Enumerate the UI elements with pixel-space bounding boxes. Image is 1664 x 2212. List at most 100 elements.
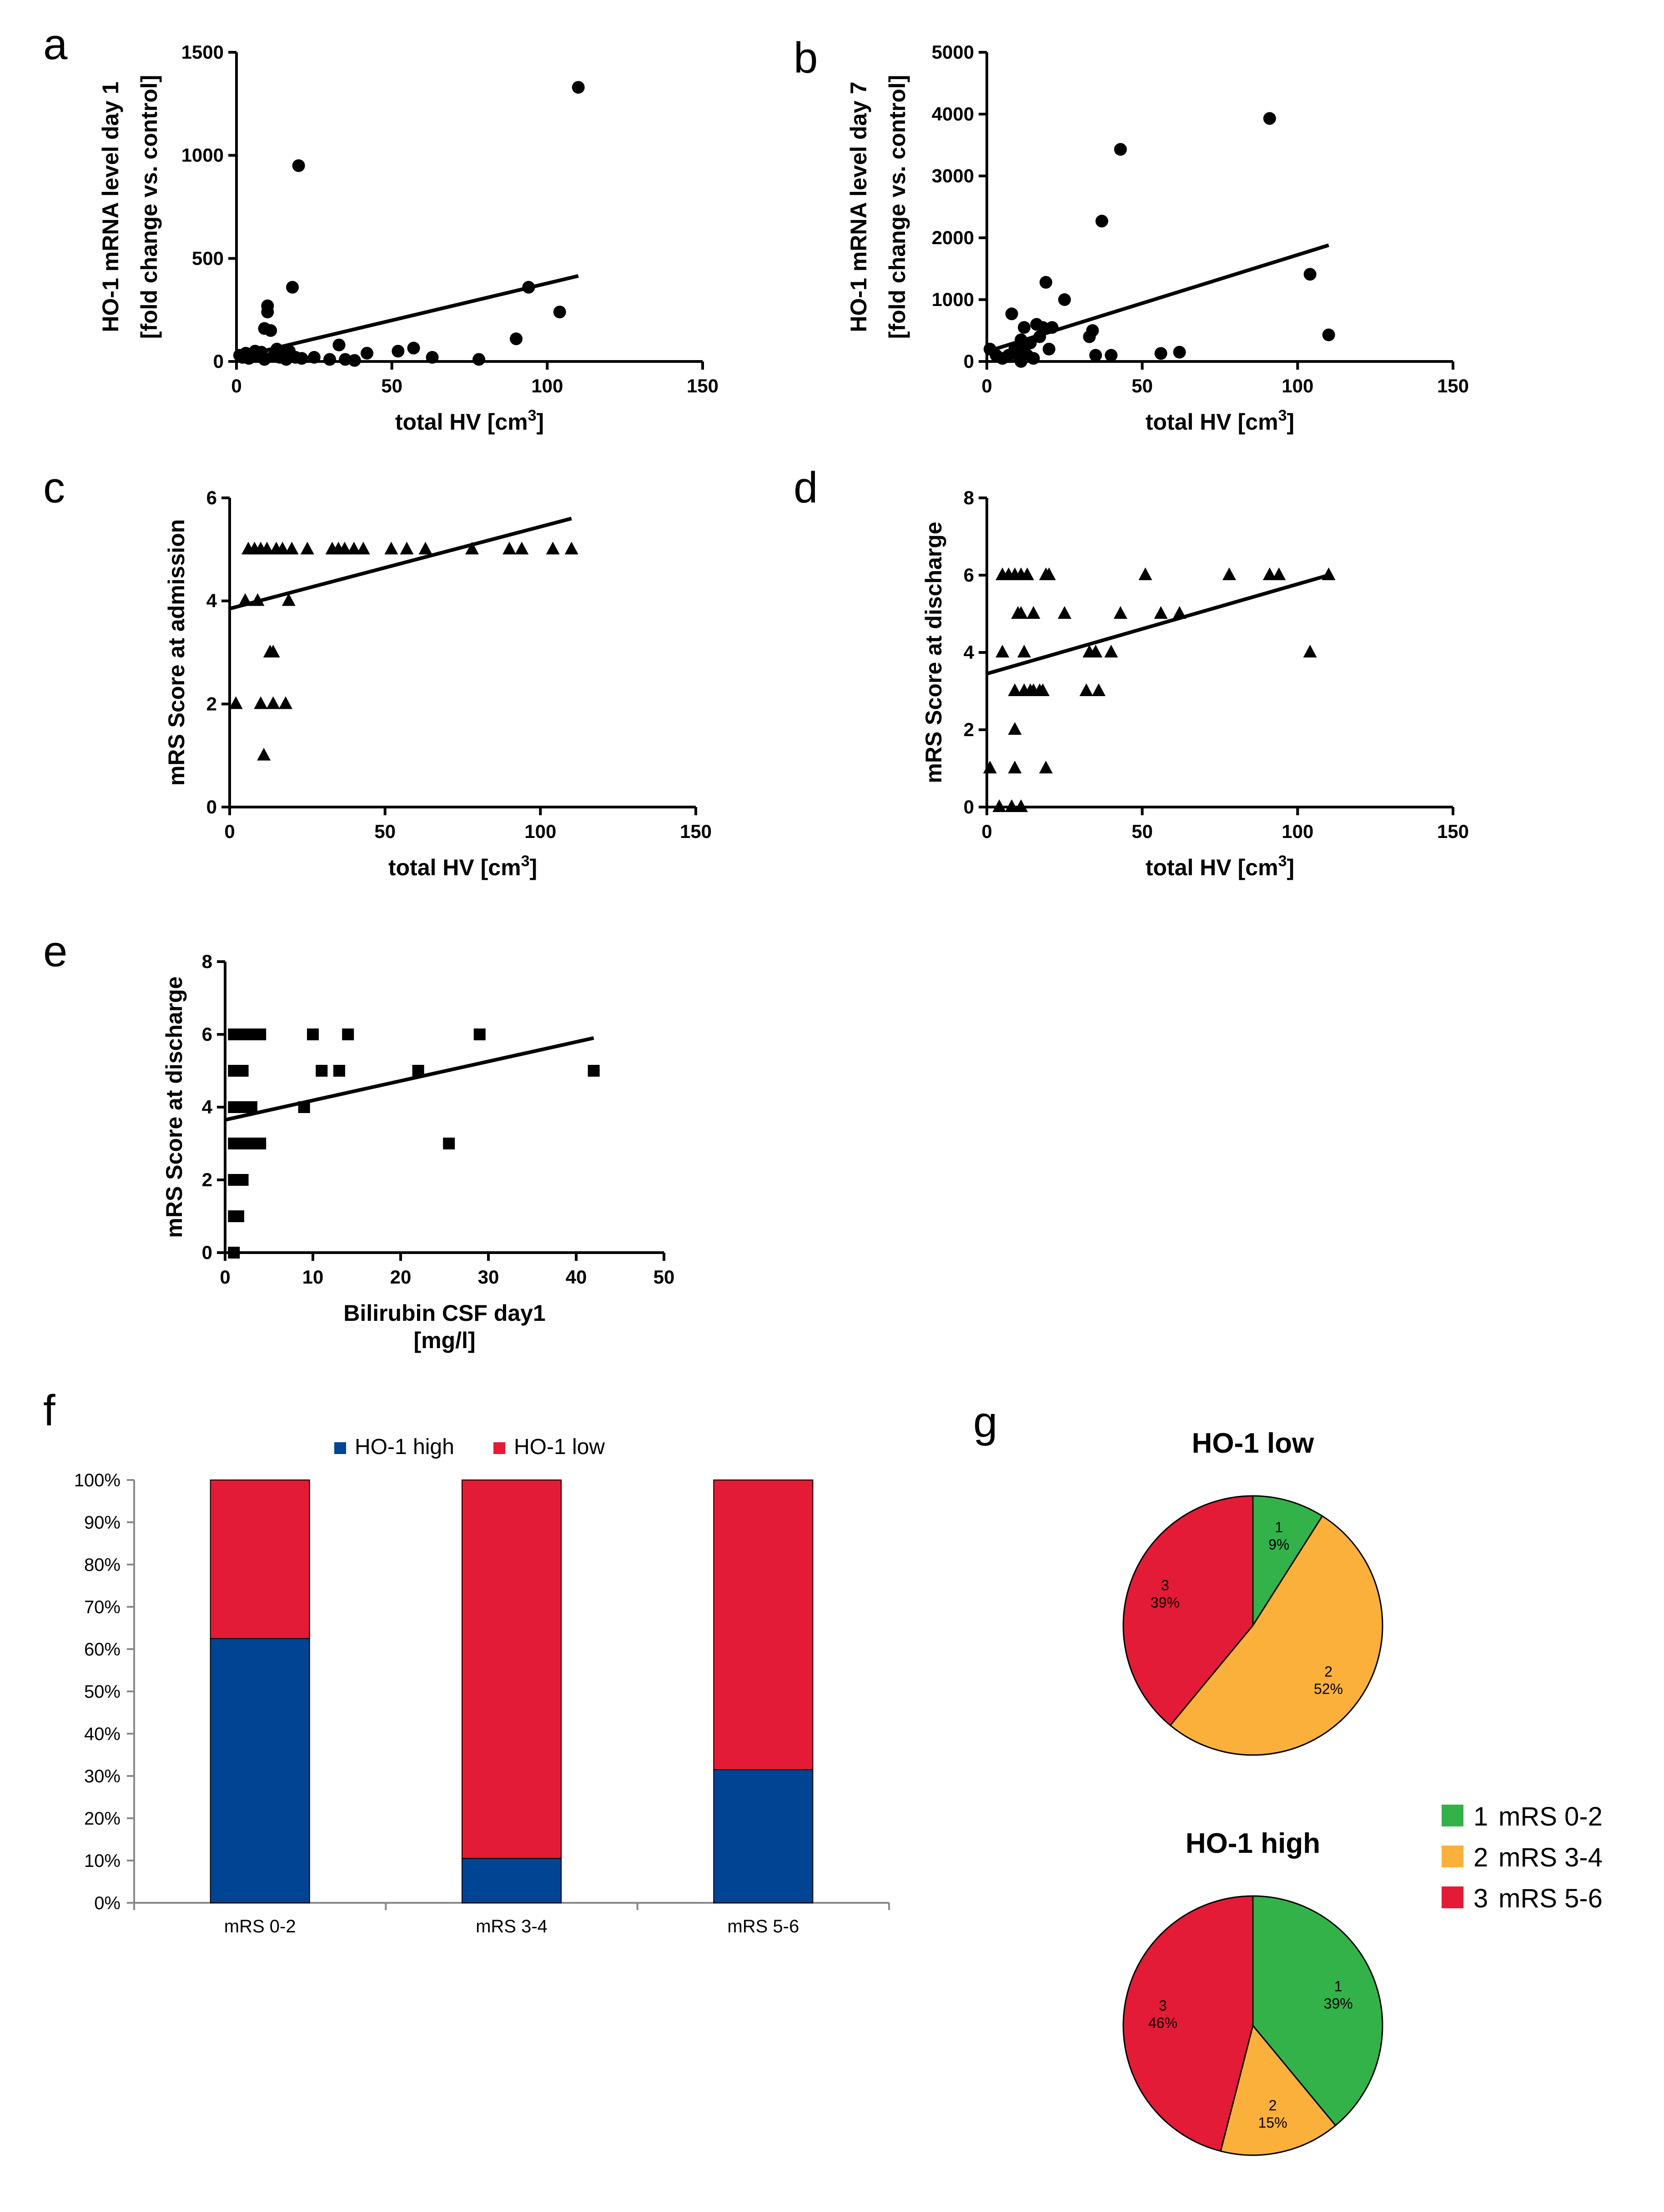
x-tick-label: 50 bbox=[381, 375, 402, 396]
data-point bbox=[1017, 645, 1031, 657]
bar-segment bbox=[462, 1858, 562, 1904]
y-tick-label: 20% bbox=[84, 1809, 121, 1829]
data-point bbox=[1042, 342, 1056, 356]
y-tick-label: 0% bbox=[94, 1893, 121, 1913]
data-point bbox=[400, 542, 414, 555]
y-tick-label: 90% bbox=[84, 1513, 121, 1533]
data-point bbox=[254, 696, 268, 709]
data-point bbox=[1173, 346, 1186, 359]
legend-swatch bbox=[334, 1442, 346, 1454]
data-point bbox=[307, 1028, 319, 1040]
x-tick-label: 150 bbox=[1437, 821, 1469, 842]
data-point bbox=[1005, 307, 1018, 321]
legend-label: mRS 3-4 bbox=[1498, 1843, 1603, 1872]
stacked-bar-panel: 0% 10% 20% 30% 40% 50% 60% 70% 80% 90% 100% mRS 0-2… bbox=[74, 1435, 890, 1936]
y-tick-label: 5000 bbox=[932, 41, 974, 63]
y-tick-label: 4 bbox=[202, 1096, 213, 1118]
x-tick-label: 50 bbox=[1131, 821, 1153, 842]
x-tick-label: 100 bbox=[1282, 375, 1313, 396]
data-point bbox=[1322, 567, 1336, 580]
x-tick-label: 50 bbox=[654, 1266, 675, 1288]
data-point bbox=[515, 542, 529, 555]
y-tick-label: 1500 bbox=[181, 41, 224, 63]
pie-slice bbox=[1169, 1515, 1383, 1756]
data-point bbox=[1036, 683, 1050, 696]
x-tick-label: 150 bbox=[687, 375, 719, 396]
data-point bbox=[1086, 324, 1099, 337]
regression-line bbox=[229, 517, 572, 611]
pie-slice-index: 1 bbox=[1334, 1978, 1342, 1994]
pie-slice bbox=[1122, 1895, 1254, 2152]
data-point bbox=[1272, 567, 1286, 580]
data-point bbox=[418, 542, 432, 555]
pie-slice bbox=[1122, 1495, 1254, 1726]
data-point bbox=[1039, 276, 1052, 289]
y-axis-title: mRS Score at admission bbox=[164, 519, 189, 786]
data-point bbox=[1005, 799, 1019, 812]
data-point bbox=[238, 593, 252, 606]
data-point bbox=[232, 1210, 244, 1222]
y-tick-label: 0 bbox=[964, 351, 974, 372]
bar-segment bbox=[713, 1480, 814, 1771]
panel-letter-g: g bbox=[973, 1398, 997, 1446]
legend-swatch bbox=[1442, 1846, 1463, 1867]
x-tick-label: 100 bbox=[1282, 821, 1313, 842]
x-tick-label: 50 bbox=[374, 821, 396, 842]
data-point bbox=[276, 542, 290, 555]
data-point bbox=[1046, 321, 1059, 334]
data-point bbox=[342, 1028, 354, 1040]
data-point bbox=[992, 799, 1006, 812]
x-tick-label: 0 bbox=[224, 821, 235, 842]
y-tick-label: 8 bbox=[202, 951, 212, 972]
data-point bbox=[1095, 215, 1108, 228]
data-point bbox=[1154, 347, 1167, 360]
scatter-panel-d: 0 2 4 6 8 0 50 100 150 total HV [cm3] mRS Score at… bbox=[921, 487, 1469, 880]
data-point bbox=[1057, 606, 1071, 619]
bar-segment bbox=[713, 1769, 814, 1904]
data-point bbox=[292, 159, 305, 172]
data-point bbox=[1092, 683, 1106, 696]
panel-letter-b: b bbox=[794, 34, 818, 82]
data-point bbox=[443, 1138, 455, 1149]
y-tick-label: 100% bbox=[74, 1470, 121, 1490]
panel-letter-c: c bbox=[43, 463, 65, 512]
x-tick-label: 30 bbox=[478, 1266, 499, 1288]
bar-segment bbox=[462, 1480, 562, 1859]
pie-slice-index: 3 bbox=[1161, 1577, 1169, 1593]
data-point bbox=[1322, 328, 1335, 341]
x-axis-title: total HV [cm3] bbox=[388, 853, 537, 880]
y-tick-label: 4000 bbox=[932, 103, 974, 125]
data-point bbox=[995, 645, 1010, 657]
data-point bbox=[1027, 352, 1040, 365]
y-tick-label: 4 bbox=[206, 590, 217, 612]
legend-label: mRS 0-2 bbox=[1498, 1802, 1603, 1831]
data-point bbox=[1039, 761, 1053, 773]
pie-title: HO-1 high bbox=[1186, 1828, 1320, 1859]
data-point bbox=[564, 542, 578, 555]
pie-slice-index: 2 bbox=[1324, 1664, 1332, 1680]
data-point bbox=[356, 542, 370, 555]
legend-index: 3 bbox=[1473, 1884, 1488, 1913]
pie-slice bbox=[1252, 1895, 1383, 2127]
pie-slice-percent: 39% bbox=[1151, 1594, 1180, 1610]
y-tick-label: 0 bbox=[202, 1242, 212, 1263]
y-tick-label: 6 bbox=[964, 564, 974, 586]
data-point bbox=[266, 645, 280, 657]
data-point bbox=[236, 1174, 249, 1186]
y-tick-label: 3000 bbox=[932, 165, 974, 186]
x-axis-title: [mg/l] bbox=[413, 1328, 475, 1353]
data-point bbox=[251, 593, 265, 606]
data-point bbox=[236, 1065, 249, 1077]
data-point bbox=[983, 761, 997, 773]
x-tick-label: 0 bbox=[981, 821, 992, 842]
pie-title: HO-1 low bbox=[1192, 1428, 1314, 1459]
panel-letter-f: f bbox=[43, 1386, 55, 1435]
data-point bbox=[1020, 567, 1034, 580]
y-tick-label: 0 bbox=[964, 796, 974, 818]
data-point bbox=[1113, 606, 1127, 619]
y-tick-label: 30% bbox=[84, 1766, 121, 1786]
data-point bbox=[361, 346, 373, 360]
data-point bbox=[392, 345, 405, 358]
y-tick-label: 80% bbox=[84, 1555, 121, 1575]
